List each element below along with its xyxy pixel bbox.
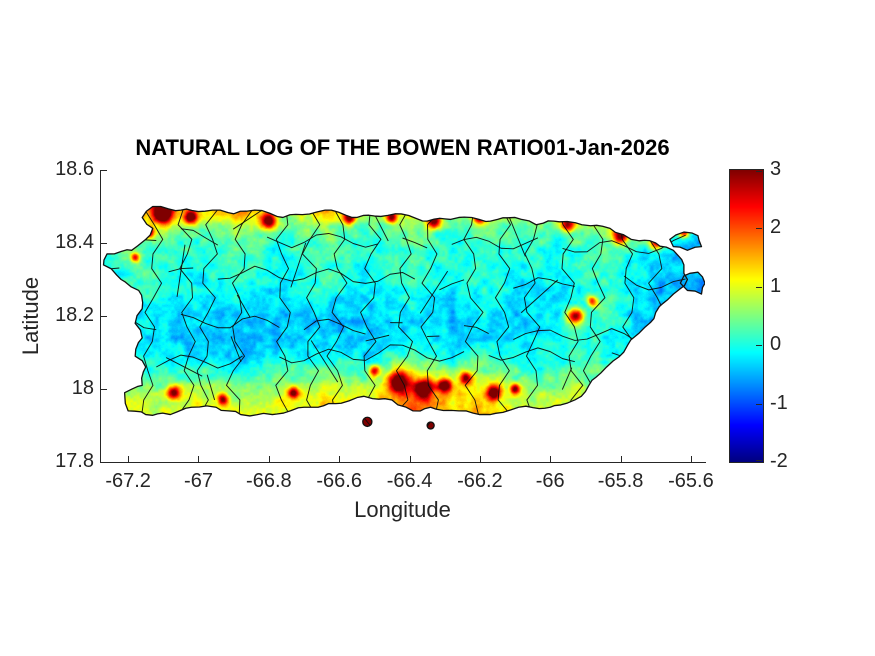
- x-axis-label: Longitude: [354, 497, 451, 522]
- colorbar-tick-label: 2: [770, 216, 782, 239]
- x-tick-label: -66.4: [386, 470, 433, 492]
- x-tick-label: -66.6: [316, 470, 362, 492]
- colorbar-tick-label: -2: [770, 450, 788, 472]
- chart-title: NATURAL LOG OF THE BOWEN RATIO01-Jan-202…: [135, 135, 670, 160]
- colorbar-tick-label: 3: [770, 158, 782, 180]
- x-tick-label: -66: [535, 470, 565, 492]
- x-tick-label: -66.2: [457, 470, 503, 492]
- x-tick-label: -65.8: [597, 470, 644, 492]
- y-axis-label: Latitude: [18, 276, 43, 356]
- colorbar-tick-label: -1: [770, 391, 788, 414]
- puerto-rico-bowen-ratio-heatmap: [100, 170, 705, 462]
- y-tick-label: 17.8: [55, 450, 94, 472]
- y-tick-label: 18.4: [55, 231, 94, 253]
- x-axis-line: [100, 462, 706, 463]
- x-tick-label: -65.6: [668, 470, 714, 492]
- colorbar-tick-label: 1: [770, 274, 782, 297]
- x-tick-label: -66.8: [246, 470, 292, 492]
- colorbar: [729, 169, 764, 463]
- y-axis-line: [100, 170, 101, 463]
- y-tick-label: 18.6: [55, 158, 94, 180]
- x-tick-label: -67: [184, 470, 213, 492]
- x-tick-label: -67.2: [105, 470, 151, 492]
- y-tick-label: 18: [71, 377, 94, 399]
- colorbar-tick-label: 0: [770, 333, 782, 356]
